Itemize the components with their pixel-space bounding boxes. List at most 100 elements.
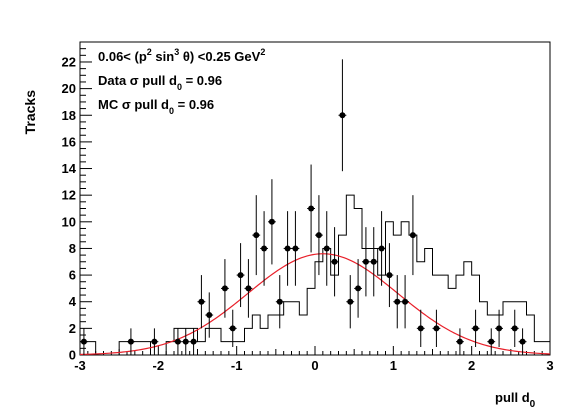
y-tick-label: 8 [69,241,76,256]
data-marker [308,205,315,212]
data-marker [456,338,463,345]
data-point [252,195,261,276]
data-point [127,328,135,355]
data-marker [331,258,338,265]
data-point [244,259,253,318]
data-point [362,227,370,297]
data-point [228,309,237,348]
data-marker [229,325,236,332]
data-point [205,292,214,338]
annotation-kinematic-range: 0.06< (p2 sin3 θ) <0.25 GeV2 [98,47,265,64]
data-marker [496,325,503,332]
data-marker [315,232,322,239]
data-points [80,59,527,355]
data-point [275,275,284,329]
data-marker [409,232,416,239]
y-tick-label: 4 [69,294,77,309]
mc-histogram-outline [79,194,551,356]
data-point [189,328,198,355]
data-marker [433,325,440,332]
data-marker [268,218,275,225]
data-point [291,211,300,286]
x-axis-label: pull d0 [495,390,536,410]
data-marker [488,338,495,345]
data-marker [386,272,393,279]
data-marker [237,272,244,279]
y-tick-label: 18 [62,108,76,123]
y-tick-label: 6 [69,268,76,283]
y-tick-label: 0 [69,348,76,363]
data-point [346,275,355,329]
data-point [260,211,268,286]
data-marker [206,312,213,319]
data-marker [127,338,134,345]
data-marker [80,338,87,345]
y-tick-label: 20 [62,81,76,96]
data-marker [284,245,291,252]
data-point [315,195,323,276]
data-marker [151,338,158,345]
data-marker [511,325,518,332]
data-marker [417,325,424,332]
x-tick-label: 1 [390,358,397,373]
data-marker [182,338,189,345]
data-point [510,309,519,348]
plot-frame [79,41,551,356]
data-marker [261,245,268,252]
data-point [236,243,245,308]
data-marker [253,232,260,239]
data-marker [402,298,409,305]
data-marker [245,285,252,292]
data-point [487,328,496,355]
data-marker [190,338,197,345]
data-point [338,59,347,172]
data-point [80,328,88,355]
data-point [268,179,276,265]
x-tick-label: 3 [546,358,553,373]
data-marker [519,338,526,345]
data-marker [339,112,346,119]
data-point [369,227,378,297]
data-point [495,309,503,348]
y-tick-label: 22 [62,54,76,69]
data-marker [221,285,228,292]
data-point [393,275,402,329]
data-point [456,328,464,355]
data-point [322,211,331,286]
data-point [221,259,229,318]
mc-histogram [79,194,551,356]
x-tick-label: -1 [231,358,243,373]
x-tick-label: -3 [74,358,86,373]
data-point [385,243,394,308]
data-point [471,309,480,348]
data-marker [347,298,354,305]
gaussian-fit [79,253,551,356]
y-tick-label: 14 [62,161,77,176]
data-marker [355,285,362,292]
data-point [401,275,409,329]
data-point [150,328,159,355]
data-marker [378,245,385,252]
data-point [416,309,425,348]
data-marker [370,258,377,265]
data-point [432,309,441,348]
fit-curve [79,253,551,356]
y-axis-label: Tracks [22,90,38,135]
data-point [283,211,292,286]
data-point [174,328,182,355]
data-point [518,328,527,355]
y-tick-label: 16 [62,134,76,149]
data-marker [198,298,205,305]
y-tick-label: 2 [69,321,76,336]
data-point [377,211,386,286]
data-marker [472,325,479,332]
y-tick-label: 12 [62,188,76,203]
data-point [181,328,190,355]
data-point [354,259,362,318]
x-tick-label: -2 [153,358,165,373]
data-point [307,164,315,253]
data-point [197,275,206,329]
y-tick-label: 10 [62,214,76,229]
